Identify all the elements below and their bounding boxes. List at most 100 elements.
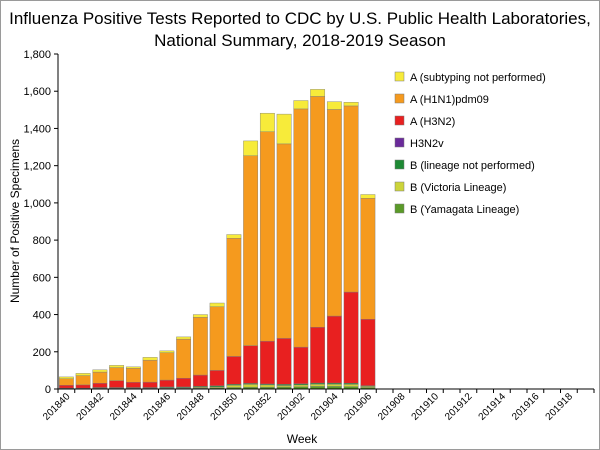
bar-segment (125, 368, 141, 383)
bar-segment (176, 336, 192, 340)
bar-segment (310, 327, 326, 384)
chart-title-line-1: Influenza Positive Tests Reported to CDC… (9, 9, 591, 28)
bar-segment (75, 375, 91, 386)
x-tick-label: 201902 (276, 391, 308, 423)
bar-segment (326, 383, 342, 387)
bar-segment (360, 194, 376, 199)
x-tick-label: 201908 (376, 391, 408, 423)
bar-segment (343, 384, 359, 387)
legend-swatch (394, 159, 405, 170)
legend-label: A (H3N2) (410, 116, 455, 128)
bar-segment (276, 385, 292, 388)
bar-segment (226, 238, 242, 357)
legend-label: A (subtyping not performed) (410, 72, 546, 84)
x-tick-label: 201844 (108, 391, 140, 423)
y-tick-label: 1,800 (23, 49, 51, 61)
bar-segment (343, 291, 359, 384)
bar-segment (293, 346, 309, 384)
x-tick-label: 201842 (75, 391, 107, 423)
y-tick-label: 1,400 (23, 123, 51, 135)
x-tick-label: 201852 (242, 391, 274, 423)
y-tick-label: 400 (33, 310, 51, 322)
legend-swatch (394, 181, 405, 192)
bar-segment (259, 340, 275, 385)
bar-segment (243, 345, 259, 384)
legend-label: B (lineage not performed) (410, 160, 535, 172)
x-tick-label: 201846 (142, 391, 174, 423)
bar-segment (343, 101, 359, 107)
bar-segment (192, 317, 208, 376)
bar-segment (109, 367, 125, 381)
y-tick-label: 1,200 (23, 161, 51, 173)
chart-title-line-2: National Summary, 2018-2019 Season (154, 31, 446, 50)
bar-segment (310, 383, 326, 387)
x-axis-label: Week (287, 432, 318, 446)
bar-segment (209, 370, 225, 387)
bar-segment (293, 108, 309, 348)
bar-segment (293, 100, 309, 110)
bar-segment (209, 302, 225, 307)
bar-segment (243, 384, 259, 388)
x-tick-label: 201914 (477, 391, 509, 423)
bar-segment (326, 109, 342, 317)
bar-segment (192, 374, 208, 387)
bar-segment (192, 314, 208, 318)
y-tick-label: 800 (33, 235, 51, 247)
bar-segment (159, 379, 175, 388)
bar-segment (293, 384, 309, 387)
bar-segment (125, 382, 141, 388)
legend-swatch (394, 71, 405, 82)
legend-swatch (394, 93, 405, 104)
bar-segment (125, 366, 141, 369)
legend-swatch (394, 203, 405, 214)
bar-segment (343, 105, 359, 293)
bar-segment (92, 371, 108, 384)
bar-segment (142, 359, 158, 383)
bar-segment (142, 357, 158, 361)
bar-segment (276, 113, 292, 145)
x-tick-label: 201904 (309, 391, 341, 423)
bar-segment (259, 131, 275, 342)
bar-segment (58, 378, 74, 386)
bar-segment (259, 384, 275, 388)
bar-segment (176, 338, 192, 379)
bar-segment (226, 234, 242, 239)
legend-label: B (Victoria Lineage) (410, 182, 506, 194)
bar-segment (276, 338, 292, 385)
y-ticks: 0 200 400 600 800 1,000 1,200 1,400 1,600 1,800 (23, 49, 58, 396)
bar-segment (209, 306, 225, 371)
bar-segment (159, 350, 175, 353)
legend-label: A (H1N1)pdm09 (410, 94, 489, 106)
x-tick-label: 201912 (443, 391, 475, 423)
bar-segment (142, 381, 158, 388)
x-ticks: 201840 201842 201844 201846 201848 201850 2018… (41, 389, 595, 423)
x-tick-label: 201918 (544, 391, 576, 423)
y-tick-label: 200 (33, 347, 51, 359)
bar-segment (75, 373, 91, 376)
bar-segment (310, 96, 326, 328)
legend-label: B (Yamagata Lineage) (410, 204, 519, 216)
legend-swatch (394, 137, 405, 148)
bar-segment (109, 380, 125, 388)
x-tick-label: 201910 (410, 391, 442, 423)
y-tick-label: 0 (45, 384, 51, 396)
x-tick-label: 201906 (343, 391, 375, 423)
bar-segment (58, 385, 74, 389)
y-tick-label: 1,600 (23, 86, 51, 98)
bar-segment (259, 112, 275, 132)
bar-segment (92, 383, 108, 388)
bars-layer (58, 89, 376, 390)
x-tick-label: 201848 (175, 391, 207, 423)
x-tick-label: 201850 (209, 391, 241, 423)
bar-segment (326, 101, 342, 110)
legend-label: H3N2v (410, 138, 444, 150)
x-tick-label: 201916 (510, 391, 542, 423)
bar-segment (243, 140, 259, 157)
bar-segment (310, 89, 326, 97)
bar-segment (243, 155, 259, 346)
bar-segment (58, 376, 74, 379)
y-tick-label: 600 (33, 272, 51, 284)
bar-segment (226, 385, 242, 388)
bar-segment (159, 352, 175, 381)
